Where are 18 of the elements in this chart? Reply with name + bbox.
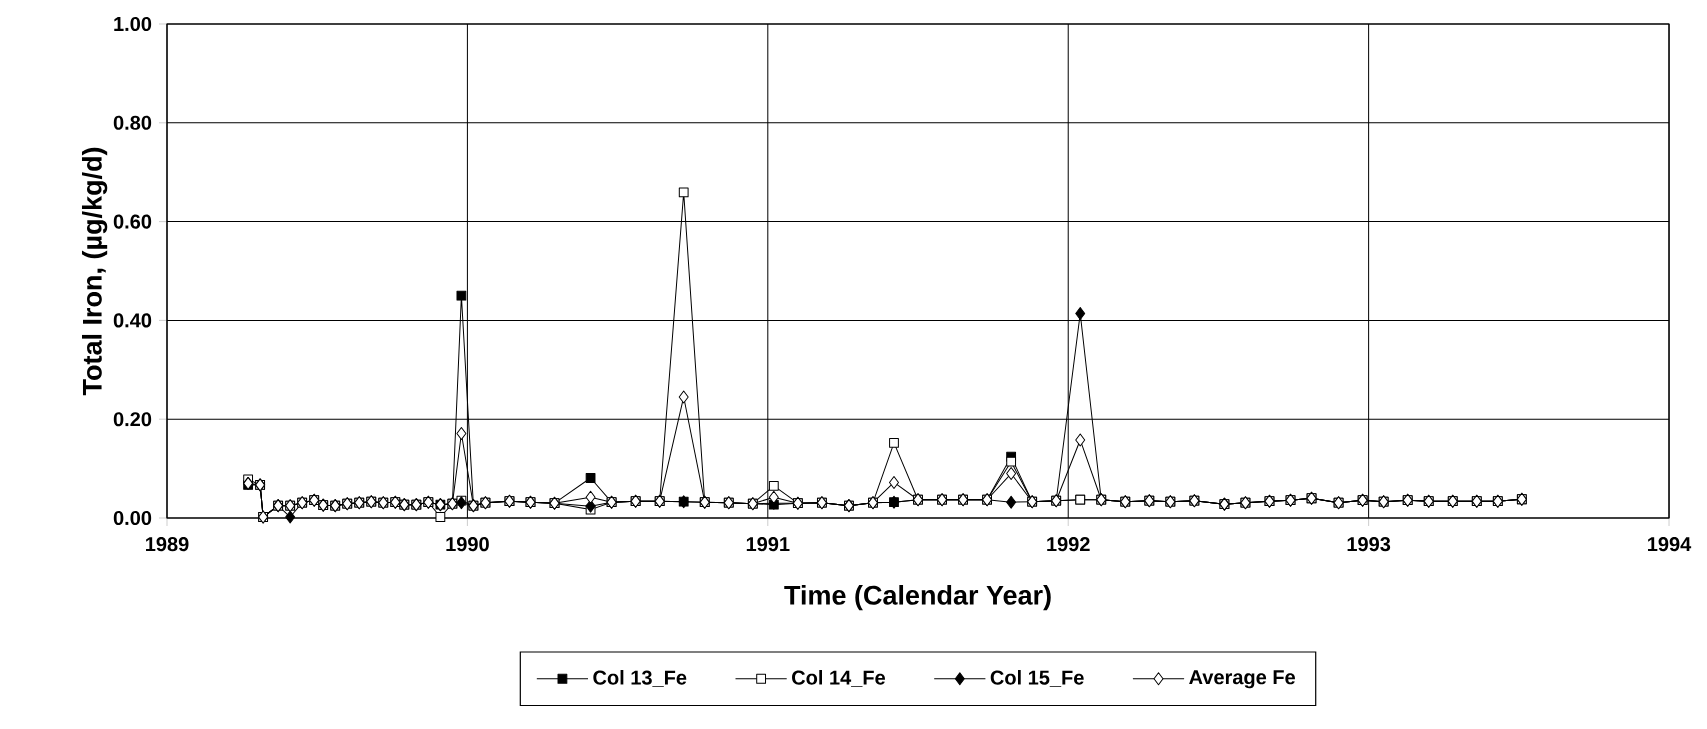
legend-label: Col 14_Fe [792,669,886,687]
legend-label: Col 15_Fe [990,669,1084,687]
y-tick-label: 1.00 [114,16,152,32]
y-tick-label: 0.00 [113,510,152,526]
x-axis-title: Time (Calendar Year) [784,584,1051,611]
y-tick-label: 0.40 [113,313,152,328]
y-tick-label: 0.80 [113,115,152,130]
x-tick-label: 1992 [1047,537,1090,552]
legend-label: Average Fe [1189,670,1295,689]
y-axis-title: Total Iron, (µg/kg/d) [81,147,108,396]
y-tick-label: 0.60 [113,214,152,229]
x-tick-label: 1993 [1347,537,1391,552]
x-tick-label: 1990 [446,537,489,552]
x-tick-label: 1989 [146,537,189,552]
x-tick-label: 1994 [1648,537,1692,552]
y-tick-label: 0.20 [113,412,152,427]
legend-label: Col 13_Fe [593,669,687,687]
x-tick-label: 1991 [746,537,790,552]
